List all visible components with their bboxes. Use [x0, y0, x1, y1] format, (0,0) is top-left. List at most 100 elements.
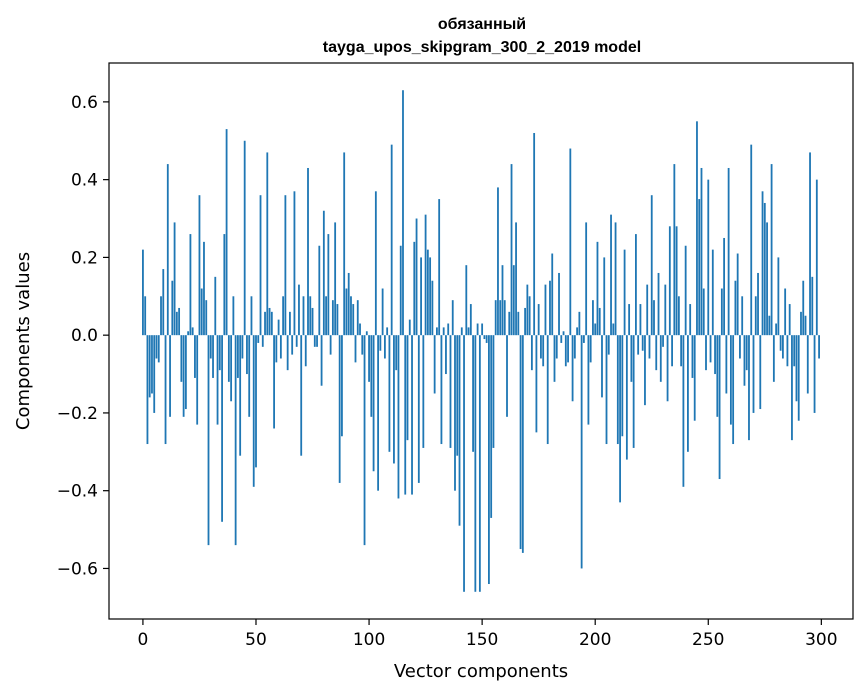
bar-61	[279, 335, 282, 359]
bar-126	[426, 249, 429, 336]
bar-146	[472, 335, 474, 452]
bar-11	[166, 164, 169, 336]
bar-92	[350, 296, 352, 336]
bar-46	[246, 335, 248, 375]
bar-115	[402, 90, 404, 336]
bar-90	[345, 288, 348, 336]
bar-145	[469, 304, 472, 336]
bar-20	[187, 331, 190, 336]
bar-175	[537, 304, 540, 336]
bar-133	[442, 327, 445, 336]
bar-202	[598, 307, 601, 336]
bar-174	[535, 335, 538, 433]
bar-155	[492, 335, 495, 448]
bar-7	[157, 335, 160, 363]
bar-153	[488, 335, 490, 585]
bar-271	[754, 296, 757, 336]
bar-192	[576, 327, 579, 336]
bar-200	[594, 323, 597, 336]
bar-265	[741, 296, 744, 336]
bar-45	[243, 140, 246, 336]
bar-268	[748, 335, 750, 441]
bar-154	[490, 335, 493, 518]
bar-5	[153, 335, 156, 413]
bar-82	[327, 234, 330, 336]
bar-227	[655, 335, 658, 371]
x-tick-label: 200	[579, 630, 611, 650]
bar-100	[368, 335, 370, 382]
bar-73	[307, 167, 309, 336]
bar-272	[757, 272, 759, 336]
bar-60	[277, 319, 280, 336]
bar-250	[707, 179, 710, 336]
y-tick-label: 0.4	[71, 171, 98, 191]
bar-33	[216, 335, 219, 425]
bar-191	[573, 335, 576, 359]
bar-80	[322, 210, 325, 336]
bar-109	[388, 335, 391, 452]
bar-229	[659, 335, 662, 382]
bar-103	[374, 191, 377, 336]
bar-282	[779, 335, 782, 351]
bar-161	[506, 335, 508, 417]
bar-117	[406, 335, 409, 441]
bar-24	[196, 335, 199, 425]
bar-164	[512, 265, 515, 336]
chart-title: обязанный	[438, 16, 526, 33]
x-axis-label: Vector components	[394, 661, 568, 682]
bar-269	[750, 144, 753, 336]
bar-94	[354, 335, 357, 363]
bar-52	[259, 195, 262, 336]
bar-107	[383, 335, 386, 359]
bar-248	[702, 288, 705, 336]
bar-288	[793, 335, 796, 367]
bar-34	[218, 335, 221, 371]
bar-213	[623, 249, 626, 336]
bar-276	[766, 222, 768, 336]
bar-178	[544, 284, 547, 336]
bar-160	[503, 300, 506, 336]
bar-278	[770, 164, 773, 336]
bar-48	[250, 296, 253, 336]
bar-169	[524, 307, 526, 336]
bar-267	[745, 335, 748, 371]
bar-151	[483, 335, 486, 340]
y-tick-label: −0.6	[57, 559, 98, 579]
bar-26	[200, 288, 203, 336]
bar-99	[365, 331, 368, 336]
bar-137	[451, 300, 454, 336]
bar-57	[270, 311, 273, 336]
bar-125	[424, 214, 427, 336]
bar-195	[582, 335, 585, 343]
bar-228	[657, 272, 660, 336]
bar-32	[214, 276, 217, 336]
x-tick-label: 0	[138, 630, 149, 650]
bar-35	[221, 335, 223, 522]
bar-56	[268, 307, 271, 336]
bar-139	[456, 335, 459, 456]
bar-177	[542, 335, 545, 367]
bar-239	[682, 335, 685, 487]
bar-189	[569, 148, 572, 336]
bar-165	[515, 222, 517, 336]
bar-130	[436, 327, 438, 336]
bar-220	[639, 304, 642, 336]
bar-132	[440, 335, 443, 445]
bar-121	[415, 218, 418, 336]
bar-179	[546, 335, 549, 445]
bar-233	[668, 226, 671, 336]
bar-287	[791, 335, 793, 441]
bar-172	[530, 335, 533, 371]
bar-258	[725, 335, 728, 394]
bar-163	[510, 164, 513, 336]
bar-150	[481, 323, 484, 336]
bar-293	[804, 315, 807, 336]
bar-113	[397, 335, 400, 499]
bar-231	[664, 284, 667, 336]
y-tick-label: 0.0	[71, 326, 98, 346]
bar-152	[485, 335, 488, 343]
y-tick-label: 0.6	[71, 93, 98, 113]
bar-289	[795, 335, 798, 402]
bar-30	[209, 335, 212, 359]
bar-181	[551, 253, 554, 336]
